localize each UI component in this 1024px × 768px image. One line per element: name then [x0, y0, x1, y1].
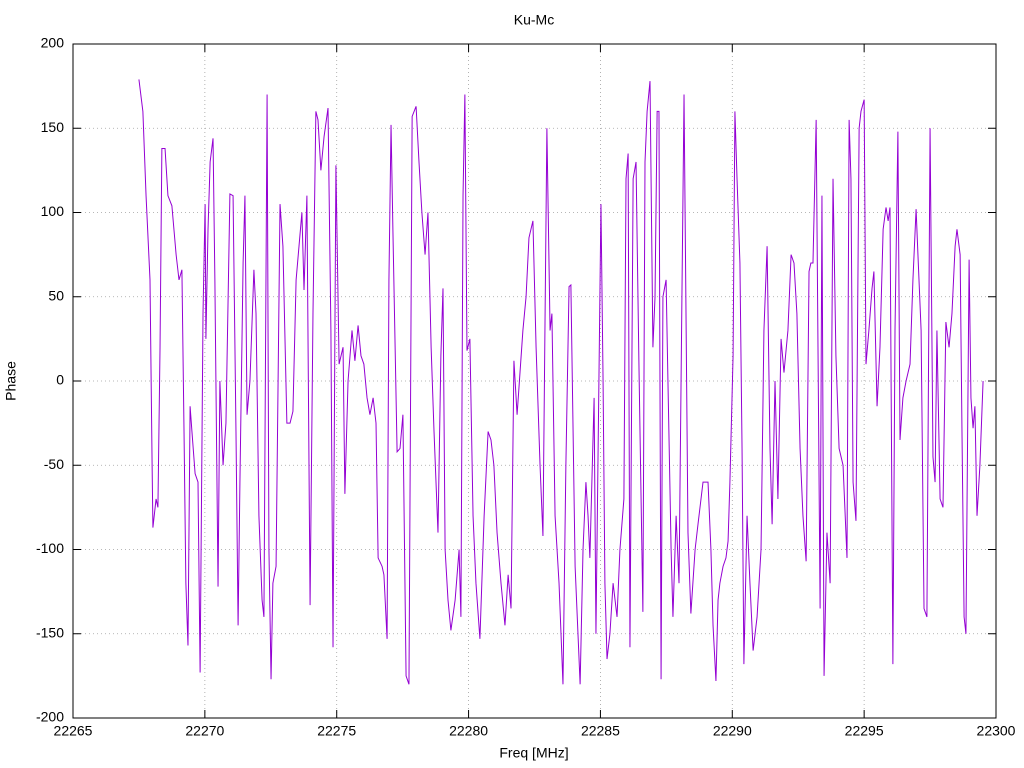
x-tick-label: 22295: [845, 723, 884, 739]
x-tick-label: 22270: [185, 723, 224, 739]
y-tick-label: 150: [41, 119, 65, 135]
y-tick-label: 200: [41, 35, 65, 51]
y-axis-label: Phase: [3, 361, 19, 401]
y-tick-label: 100: [41, 203, 65, 219]
data-line: [138, 79, 984, 685]
x-tick-label: 22265: [54, 723, 93, 739]
plot-frame: [72, 43, 997, 719]
x-axis-label: Freq [MHz]: [499, 745, 568, 761]
x-tick-label: 22285: [581, 723, 620, 739]
chart-title: Ku-Mc: [514, 12, 554, 28]
y-tick-label: -200: [36, 709, 64, 725]
y-tick-label: -100: [36, 540, 64, 556]
x-tick-label: 22290: [713, 723, 752, 739]
x-tick-label: 22280: [449, 723, 488, 739]
x-tick-label: 22275: [317, 723, 356, 739]
y-tick-label: 50: [48, 287, 64, 303]
y-tick-label: -150: [36, 624, 64, 640]
x-tick-label: 22300: [977, 723, 1016, 739]
y-tick-label: -50: [44, 456, 64, 472]
y-tick-label: 0: [56, 372, 64, 388]
